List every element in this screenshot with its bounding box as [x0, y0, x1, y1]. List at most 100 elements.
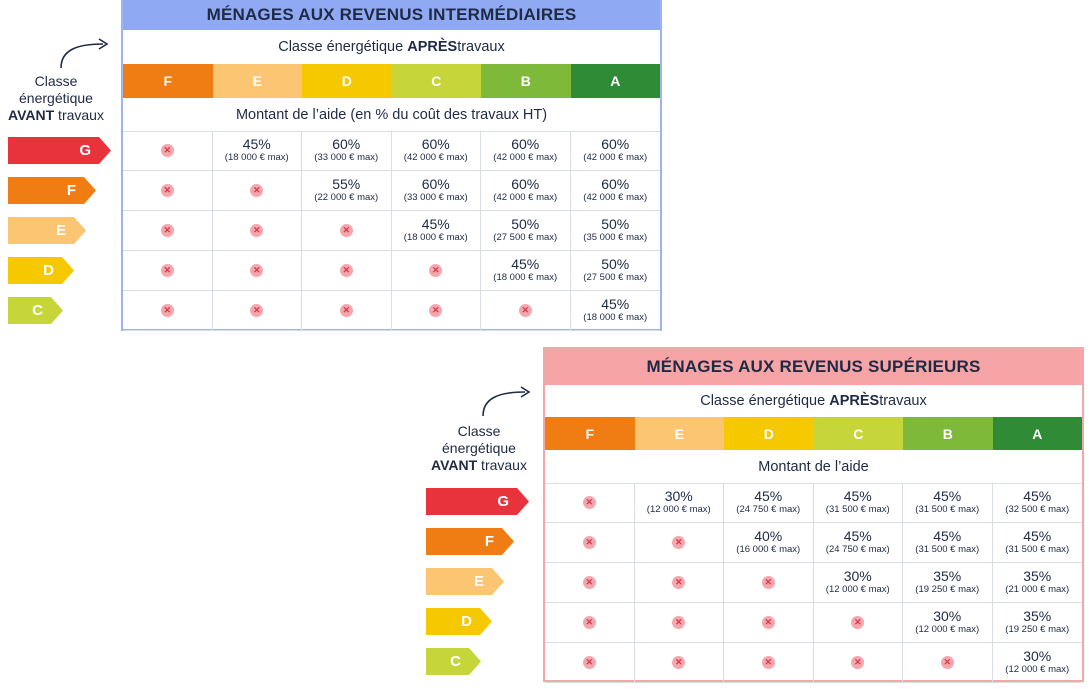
aid-cell: 60% (42 000 € max): [481, 131, 571, 171]
aid-percentage: 60%: [332, 136, 361, 152]
aid-max: (33 000 € max): [403, 192, 468, 203]
aid-cell: ✕: [545, 523, 635, 563]
not-eligible-icon: ✕: [582, 496, 596, 509]
aid-cell: ✕: [481, 291, 571, 331]
after-class-c: C: [391, 64, 481, 98]
aid-grid: ✕ 30% (12 000 € max) 45% (24 750 € max) 45% (3…: [545, 483, 1082, 683]
before-class-c-bar: C: [426, 648, 481, 675]
aid-cell: 45% (18 000 € max): [570, 291, 660, 331]
aid-cell: 30% (12 000 € max): [634, 483, 724, 523]
aid-cell: ✕: [813, 643, 903, 683]
aid-cell: ✕: [123, 171, 213, 211]
aid-grid: ✕ 45% (18 000 € max) 60% (33 000 € max) 60% (4…: [123, 131, 660, 331]
before-class-f-bar: F: [426, 528, 514, 555]
aid-percentage: 45%: [421, 216, 450, 232]
aid-cell: ✕: [123, 131, 213, 171]
aid-percentage: 60%: [421, 136, 450, 152]
not-eligible-icon: ✕: [582, 656, 596, 669]
aid-cell: ✕: [545, 603, 635, 643]
panel-title: MÉNAGES AUX REVENUS INTERMÉDIAIRES: [123, 0, 660, 30]
aid-cell: ✕: [302, 291, 392, 331]
not-eligible-icon: ✕: [761, 616, 775, 629]
before-label-suffix: travaux: [54, 107, 104, 123]
panel-title: MÉNAGES AUX REVENUS SUPÉRIEURS: [545, 349, 1082, 385]
not-eligible-icon: ✕: [339, 264, 353, 277]
aid-cell: 45% (24 750 € max): [813, 523, 903, 563]
not-eligible-icon: ✕: [518, 304, 532, 317]
aid-max: (31 500 € max): [915, 544, 980, 555]
not-eligible-icon: ✕: [851, 656, 865, 669]
aid-cell: 35% (19 250 € max): [992, 603, 1082, 643]
after-label-bold: APRÈS: [829, 393, 880, 409]
aid-percentage: 30%: [843, 568, 872, 584]
aid-cell: ✕: [724, 603, 814, 643]
aid-max: (18 000 € max): [403, 232, 468, 243]
aid-max: (42 000 € max): [493, 152, 558, 163]
arrow-icon: [60, 38, 109, 69]
not-eligible-icon: ✕: [672, 656, 686, 669]
aid-max: (42 000 € max): [403, 152, 468, 163]
aid-max: (18 000 € max): [493, 272, 558, 283]
aid-percentage: 45%: [754, 488, 783, 504]
aid-cell: 35% (19 250 € max): [903, 563, 993, 603]
not-eligible-icon: ✕: [582, 576, 596, 589]
before-label-bold: AVANT: [8, 107, 55, 123]
aid-cell: ✕: [903, 643, 993, 683]
not-eligible-icon: ✕: [761, 656, 775, 669]
not-eligible-icon: ✕: [761, 576, 775, 589]
aid-cell: 60% (42 000 € max): [481, 171, 571, 211]
aid-cell: ✕: [634, 603, 724, 643]
amount-label: Montant de l’aide (en % du coût des trav…: [123, 98, 660, 132]
aid-cell: ✕: [123, 291, 213, 331]
aid-cell: 50% (27 500 € max): [570, 251, 660, 291]
aid-cell: ✕: [813, 603, 903, 643]
aid-percentage: 30%: [1023, 648, 1052, 664]
not-eligible-icon: ✕: [160, 144, 174, 157]
aid-percentage: 50%: [601, 256, 630, 272]
aid-max: (18 000 € max): [583, 312, 648, 323]
aid-max: (16 000 € max): [736, 544, 801, 555]
before-label-bold: AVANT: [431, 457, 478, 473]
aid-cell: 45% (31 500 € max): [903, 483, 993, 523]
aid-cell: 45% (31 500 € max): [813, 483, 903, 523]
aid-cell: ✕: [634, 563, 724, 603]
aid-percentage: 60%: [511, 136, 540, 152]
aid-max: (22 000 € max): [314, 192, 379, 203]
aid-percentage: 30%: [664, 488, 693, 504]
aid-max: (42 000 € max): [583, 192, 648, 203]
aid-percentage: 45%: [843, 488, 872, 504]
aid-max: (31 500 € max): [1005, 544, 1070, 555]
aid-max: (12 000 € max): [1005, 664, 1070, 675]
aid-cell: ✕: [302, 211, 392, 251]
aid-cell: 60% (33 000 € max): [302, 131, 392, 171]
aid-percentage: 45%: [511, 256, 540, 272]
aid-max: (21 000 € max): [1005, 584, 1070, 595]
aid-cell: ✕: [724, 643, 814, 683]
not-eligible-icon: ✕: [160, 184, 174, 197]
not-eligible-icon: ✕: [250, 264, 264, 277]
aid-percentage: 60%: [511, 176, 540, 192]
arrow-icon: [482, 386, 531, 417]
aid-cell: 55% (22 000 € max): [302, 171, 392, 211]
before-label-line2: énergétique: [442, 440, 516, 456]
aid-cell: ✕: [212, 211, 302, 251]
aid-max: (35 000 € max): [583, 232, 648, 243]
aid-max: (42 000 € max): [493, 192, 558, 203]
after-class-d: D: [302, 64, 392, 98]
after-label-suffix: travaux: [879, 393, 927, 409]
aid-cell: ✕: [545, 483, 635, 523]
aid-max: (33 000 € max): [314, 152, 379, 163]
aid-max: (42 000 € max): [583, 152, 648, 163]
aid-cell: 60% (42 000 € max): [570, 171, 660, 211]
before-label-line1: Classe: [457, 423, 501, 439]
after-class-a: A: [992, 417, 1082, 450]
aid-percentage: 55%: [332, 176, 361, 192]
aid-max: (24 750 € max): [736, 504, 801, 515]
after-class-e: E: [212, 64, 302, 98]
after-class-b: B: [903, 417, 993, 450]
after-class-c: C: [813, 417, 903, 450]
aid-cell: 45% (18 000 € max): [212, 131, 302, 171]
not-eligible-icon: ✕: [429, 304, 443, 317]
